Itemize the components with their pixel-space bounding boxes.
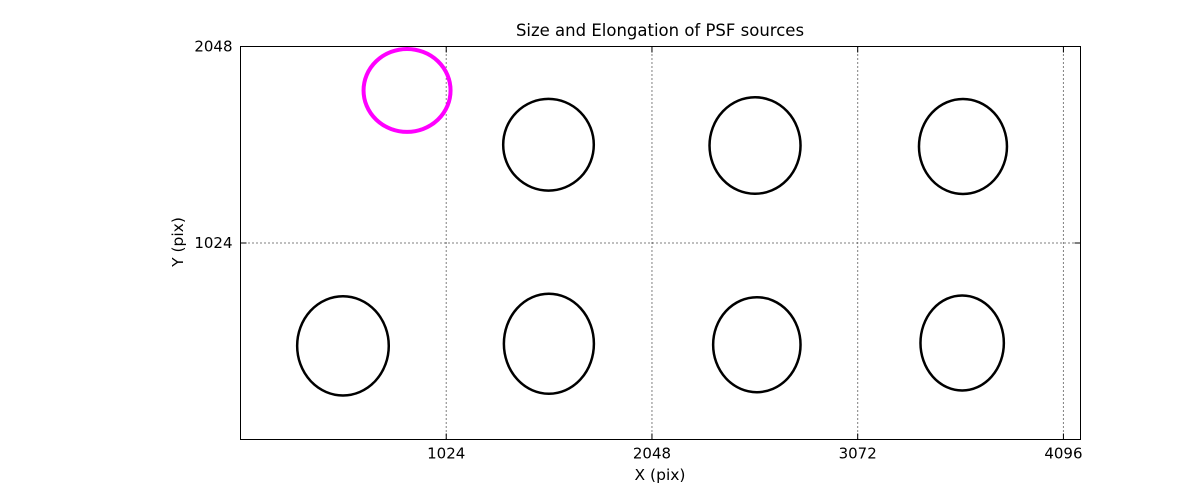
psf-ellipse — [501, 97, 596, 192]
flagged-psf-ellipse — [361, 46, 453, 134]
y-tick-label: 1024 — [194, 234, 232, 252]
y-tick-label: 2048 — [194, 38, 232, 56]
psf-ellipse — [711, 295, 802, 394]
axes-frame — [240, 46, 1081, 440]
x-tick-label: 3072 — [839, 445, 877, 463]
chart-title: Size and Elongation of PSF sources — [515, 21, 805, 40]
x-tick-label: 1024 — [427, 445, 465, 463]
x-axis-label: X (pix) — [634, 466, 686, 484]
psf-ellipse — [919, 294, 1006, 392]
psf-ellipse — [708, 96, 802, 196]
psf-ellipse — [917, 97, 1009, 196]
psf-ellipse — [502, 292, 596, 395]
x-tick-label: 4096 — [1044, 445, 1082, 463]
x-tick-label: 2048 — [633, 445, 671, 463]
psf-ellipse — [295, 295, 391, 397]
